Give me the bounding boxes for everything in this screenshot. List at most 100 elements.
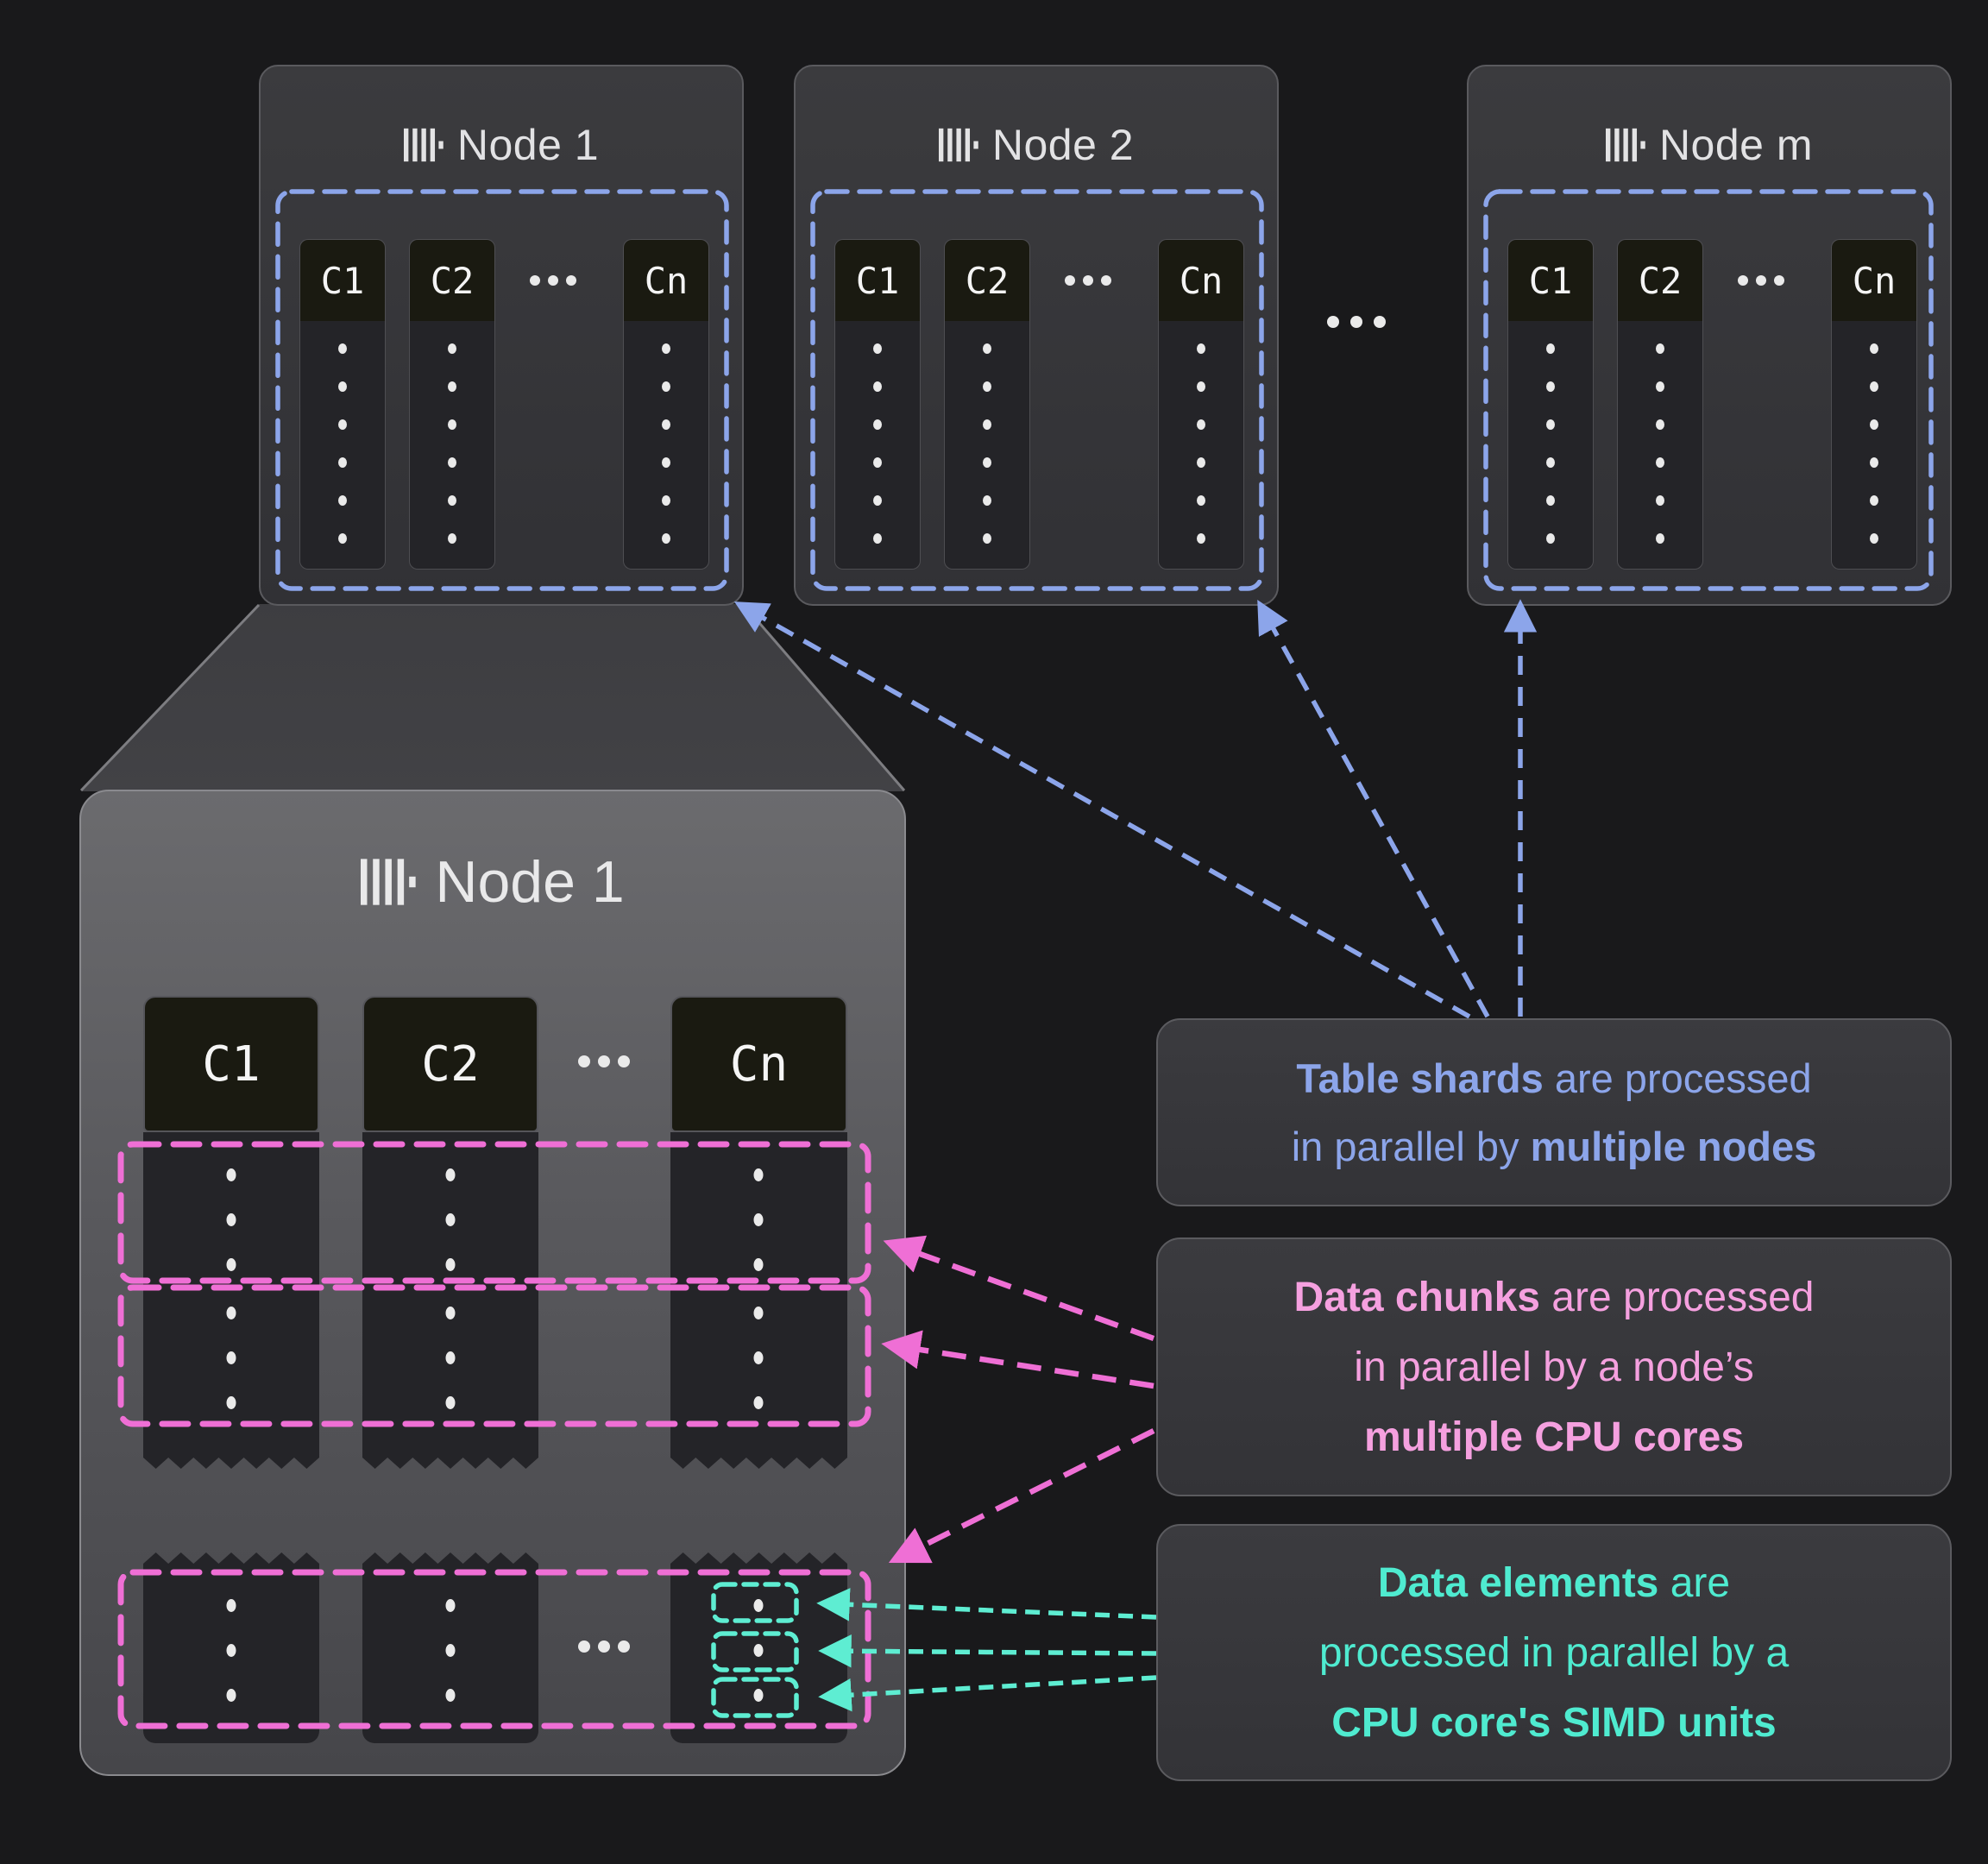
value-dot xyxy=(983,495,991,506)
value-dot xyxy=(226,1307,236,1319)
text-segment: are processed xyxy=(1539,1274,1815,1320)
chunk3-simd-dots xyxy=(753,1599,764,1702)
value-dot xyxy=(226,1168,236,1181)
value-dot xyxy=(338,533,347,544)
value-dot xyxy=(598,1055,610,1067)
value-dot xyxy=(983,419,991,430)
value-dot xyxy=(1197,343,1205,354)
column-body xyxy=(1617,321,1703,570)
value-dot xyxy=(226,1258,236,1271)
node-title-label: Node 1 xyxy=(456,121,600,169)
nodes-ellipsis-icon xyxy=(1327,316,1386,328)
text-segment: Data chunks xyxy=(1293,1274,1540,1320)
node-title-label: Node 1 xyxy=(435,849,625,915)
arrow-chunk-2 xyxy=(881,1330,1154,1389)
value-dot xyxy=(662,381,670,392)
text-segment: are xyxy=(1658,1559,1731,1606)
column-header: C2 xyxy=(1617,239,1703,321)
value-dot xyxy=(1870,533,1878,544)
value-dot xyxy=(1656,381,1664,392)
column-header: C2 xyxy=(944,239,1030,321)
value-dot xyxy=(445,1307,456,1319)
value-dot xyxy=(338,457,347,468)
columns-ellipsis-icon xyxy=(578,1055,630,1067)
value-dot xyxy=(1546,495,1555,506)
value-dot xyxy=(1197,381,1205,392)
text-segment: Data elements xyxy=(1377,1559,1659,1606)
value-dot xyxy=(983,457,991,468)
value-dot xyxy=(448,343,456,354)
note-line: CPU core's SIMD units xyxy=(1331,1699,1777,1747)
chunk3-dots xyxy=(445,1599,456,1702)
note-table-shards: Table shards are processed in parallel b… xyxy=(1156,1018,1952,1206)
value-dot xyxy=(1656,495,1664,506)
value-dot xyxy=(1656,533,1664,544)
value-dots xyxy=(873,321,882,569)
column-body xyxy=(1158,321,1244,570)
value-dot xyxy=(226,1396,236,1409)
node-title: Node 1 xyxy=(261,120,742,170)
value-dot xyxy=(530,275,540,286)
value-dots xyxy=(1656,321,1664,569)
columns-ellipsis-icon xyxy=(1065,275,1111,286)
value-dot xyxy=(662,343,670,354)
value-dot xyxy=(1546,381,1555,392)
value-dot xyxy=(338,381,347,392)
value-dot xyxy=(338,419,347,430)
chunk2-dots xyxy=(445,1307,456,1409)
value-dot xyxy=(983,381,991,392)
arrow-chunk-1 xyxy=(883,1235,1155,1342)
value-dot xyxy=(226,1644,236,1657)
value-dot xyxy=(1101,275,1111,286)
column-c2: C2 xyxy=(944,239,1030,570)
value-dot xyxy=(618,1055,630,1067)
node-card-2: Node 2 C1 C2 Cn xyxy=(794,65,1279,606)
value-dot xyxy=(226,1689,236,1702)
chunk1-dots xyxy=(226,1168,236,1271)
value-dots xyxy=(338,321,347,569)
arrow-chunk-3 xyxy=(888,1428,1155,1564)
columns-ellipsis-icon xyxy=(578,1640,630,1653)
value-dot xyxy=(873,419,882,430)
value-dot xyxy=(445,1689,456,1702)
value-dot xyxy=(983,343,991,354)
value-dot xyxy=(566,275,576,286)
text-segment: processed in parallel by a xyxy=(1318,1629,1790,1676)
column-header: C1 xyxy=(299,239,386,321)
value-dot xyxy=(1738,275,1748,286)
value-dot xyxy=(1546,457,1555,468)
value-dot xyxy=(1350,316,1362,328)
node-title: Node 1 xyxy=(81,848,904,916)
value-dot xyxy=(1546,343,1555,354)
table-bars-icon xyxy=(938,127,978,163)
value-dot xyxy=(445,1258,456,1271)
value-dot xyxy=(338,343,347,354)
node-title-label: Node 2 xyxy=(991,121,1135,169)
column-c1: C1 xyxy=(834,239,921,570)
column-cn: Cn xyxy=(623,239,709,570)
value-dot xyxy=(873,457,882,468)
value-dot xyxy=(1756,275,1766,286)
node-title: Node 2 xyxy=(796,120,1277,170)
column-c2: C2 xyxy=(409,239,495,570)
value-dot xyxy=(448,419,456,430)
note-line: in parallel by multiple nodes xyxy=(1292,1123,1817,1170)
value-dot xyxy=(1197,419,1205,430)
value-dot xyxy=(1083,275,1093,286)
column-header: C2 xyxy=(409,239,495,321)
arrow-shards-node2 xyxy=(1257,599,1490,1018)
value-dot xyxy=(618,1640,630,1653)
column-c1: C1 xyxy=(1507,239,1594,570)
value-dot xyxy=(873,381,882,392)
chunk1-dots xyxy=(445,1168,456,1271)
node-card-1: Node 1 C1 C2 Cn xyxy=(259,65,744,606)
column-header: C1 xyxy=(1507,239,1594,321)
table-bars-icon xyxy=(403,127,444,163)
value-dot xyxy=(1870,419,1878,430)
value-dot xyxy=(1327,316,1339,328)
value-dot xyxy=(1656,419,1664,430)
column-cn: Cn xyxy=(1831,239,1917,570)
value-dot xyxy=(753,1599,764,1612)
value-dot xyxy=(448,495,456,506)
